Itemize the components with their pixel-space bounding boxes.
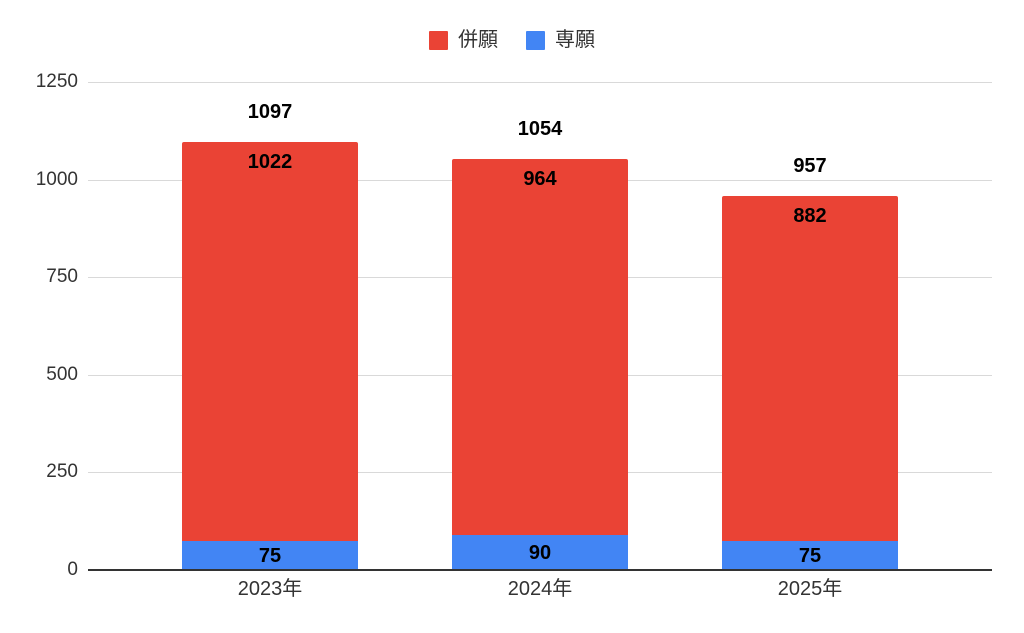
x-axis-label-2024: 2024年 xyxy=(507,578,573,600)
segment-value-label: 882 xyxy=(793,205,827,228)
bar-2025-segment-1[interactable]: 75 xyxy=(722,540,898,570)
total-value-label-2024: 1054 xyxy=(517,118,563,140)
y-axis-tick-label-1250: 1250 xyxy=(35,71,78,92)
bar-2024-segment-0[interactable]: 964 xyxy=(452,158,628,535)
x-axis-line xyxy=(88,569,992,571)
y-axis-tick-label-0: 0 xyxy=(67,559,78,580)
bar-2023-segment-0[interactable]: 1022 xyxy=(182,141,358,541)
y-axis-tick-label-250: 250 xyxy=(46,461,78,482)
segment-value-label: 75 xyxy=(798,544,822,567)
y-axis-tick-label-1000: 1000 xyxy=(35,169,78,190)
bar-2025-segment-0[interactable]: 882 xyxy=(722,196,898,541)
legend-item-0[interactable]: 併願 xyxy=(429,30,498,50)
segment-value-label: 1022 xyxy=(247,150,293,173)
x-axis-label-2025: 2025年 xyxy=(777,578,843,600)
segment-value-label: 90 xyxy=(528,541,552,564)
legend-label-0: 併願 xyxy=(458,29,498,51)
legend-label-1: 専願 xyxy=(555,29,595,51)
y-axis-tick-label-750: 750 xyxy=(46,266,78,287)
segment-value-label: 964 xyxy=(523,167,557,190)
legend-swatch-icon-0 xyxy=(429,30,448,50)
bar-2023-segment-1[interactable]: 75 xyxy=(182,540,358,570)
total-value-label-2025: 957 xyxy=(793,155,827,177)
legend-swatch-icon-1 xyxy=(526,30,545,50)
gridline-1250 xyxy=(88,82,992,83)
total-value-label-2023: 1097 xyxy=(247,101,293,123)
segment-value-label: 75 xyxy=(258,544,282,567)
y-axis-tick-label-500: 500 xyxy=(46,364,78,385)
bar-2024-segment-1[interactable]: 90 xyxy=(452,534,628,570)
x-axis-label-2023: 2023年 xyxy=(237,578,303,600)
chart-legend: 併願 専願 xyxy=(0,30,1024,50)
legend-item-1[interactable]: 専願 xyxy=(526,30,595,50)
